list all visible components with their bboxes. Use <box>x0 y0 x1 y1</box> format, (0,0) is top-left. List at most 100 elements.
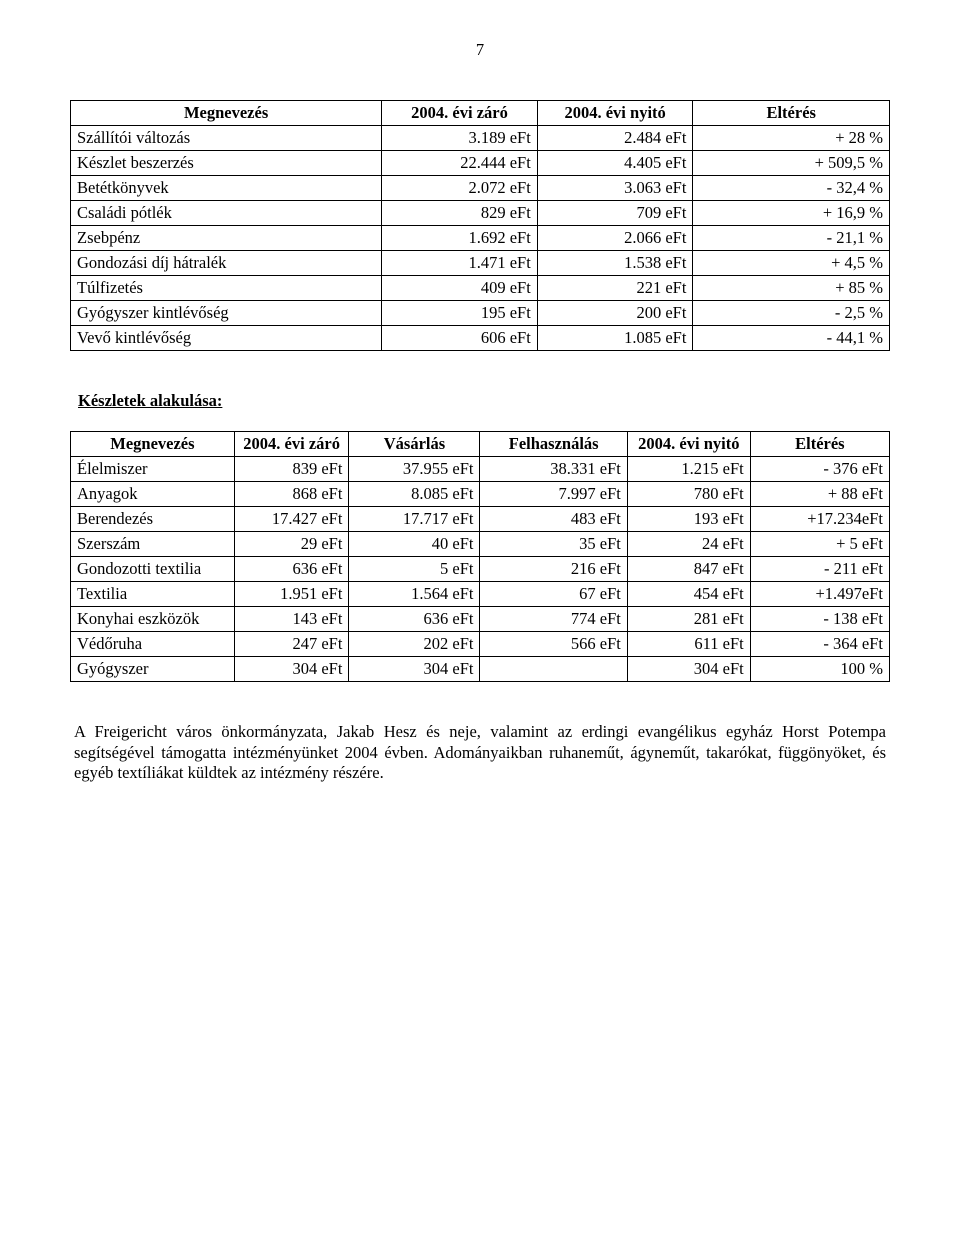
cell-name: Betétkönyvek <box>71 176 382 201</box>
cell-zaro: 1.471 eFt <box>382 251 538 276</box>
cell-elt: + 85 % <box>693 276 890 301</box>
col-felhasznalas: Felhasználás <box>480 432 627 457</box>
col-nyito: 2004. évi nyitó <box>537 101 693 126</box>
cell-name: Zsebpénz <box>71 226 382 251</box>
table-row: Készlet beszerzés 22.444 eFt 4.405 eFt +… <box>71 151 890 176</box>
cell-fel: 7.997 eFt <box>480 482 627 507</box>
cell-vas: 636 eFt <box>349 607 480 632</box>
cell-elt: - 21,1 % <box>693 226 890 251</box>
table-row: Védőruha 247 eFt 202 eFt 566 eFt 611 eFt… <box>71 632 890 657</box>
cell-nyito: 221 eFt <box>537 276 693 301</box>
cell-zaro: 409 eFt <box>382 276 538 301</box>
cell-vas: 17.717 eFt <box>349 507 480 532</box>
cell-vas: 37.955 eFt <box>349 457 480 482</box>
cell-nyito: 4.405 eFt <box>537 151 693 176</box>
cell-vas: 1.564 eFt <box>349 582 480 607</box>
cell-zaro: 636 eFt <box>234 557 349 582</box>
col-megnevezes: Megnevezés <box>71 432 235 457</box>
col-zaro: 2004. évi záró <box>382 101 538 126</box>
cell-zaro: 839 eFt <box>234 457 349 482</box>
cell-name: Anyagok <box>71 482 235 507</box>
cell-vas: 304 eFt <box>349 657 480 682</box>
cell-elt: - 44,1 % <box>693 326 890 351</box>
cell-zaro: 868 eFt <box>234 482 349 507</box>
cell-fel <box>480 657 627 682</box>
cell-zaro: 1.692 eFt <box>382 226 538 251</box>
cell-vas: 5 eFt <box>349 557 480 582</box>
cell-name: Gyógyszer <box>71 657 235 682</box>
cell-name: Túlfizetés <box>71 276 382 301</box>
cell-vas: 40 eFt <box>349 532 480 557</box>
cell-vas: 8.085 eFt <box>349 482 480 507</box>
table-row: Konyhai eszközök 143 eFt 636 eFt 774 eFt… <box>71 607 890 632</box>
page-number: 7 <box>70 40 890 60</box>
cell-name: Élelmiszer <box>71 457 235 482</box>
cell-fel: 35 eFt <box>480 532 627 557</box>
table-row: Anyagok 868 eFt 8.085 eFt 7.997 eFt 780 … <box>71 482 890 507</box>
table-megnevezes-elteres: Megnevezés 2004. évi záró 2004. évi nyit… <box>70 100 890 351</box>
cell-elt: +1.497eFt <box>750 582 889 607</box>
cell-nyito: 2.484 eFt <box>537 126 693 151</box>
cell-elt: +17.234eFt <box>750 507 889 532</box>
table-keszletek: Megnevezés 2004. évi záró Vásárlás Felha… <box>70 431 890 682</box>
cell-nyito: 709 eFt <box>537 201 693 226</box>
cell-elt: + 16,9 % <box>693 201 890 226</box>
table-row: Vevő kintlévőség 606 eFt 1.085 eFt - 44,… <box>71 326 890 351</box>
cell-elt: - 364 eFt <box>750 632 889 657</box>
col-megnevezes: Megnevezés <box>71 101 382 126</box>
cell-fel: 38.331 eFt <box>480 457 627 482</box>
cell-name: Védőruha <box>71 632 235 657</box>
cell-name: Konyhai eszközök <box>71 607 235 632</box>
cell-fel: 67 eFt <box>480 582 627 607</box>
cell-name: Gyógyszer kintlévőség <box>71 301 382 326</box>
cell-elt: + 28 % <box>693 126 890 151</box>
table-row: Gondozási díj hátralék 1.471 eFt 1.538 e… <box>71 251 890 276</box>
cell-name: Készlet beszerzés <box>71 151 382 176</box>
cell-nyito: 281 eFt <box>627 607 750 632</box>
cell-name: Szerszám <box>71 532 235 557</box>
table-row: Gyógyszer kintlévőség 195 eFt 200 eFt - … <box>71 301 890 326</box>
cell-elt: + 4,5 % <box>693 251 890 276</box>
cell-nyito: 1.215 eFt <box>627 457 750 482</box>
table-header-row: Megnevezés 2004. évi záró Vásárlás Felha… <box>71 432 890 457</box>
cell-elt: + 88 eFt <box>750 482 889 507</box>
cell-name: Gondozási díj hátralék <box>71 251 382 276</box>
cell-elt: + 509,5 % <box>693 151 890 176</box>
cell-nyito: 3.063 eFt <box>537 176 693 201</box>
paragraph-footer: A Freigericht város önkormányzata, Jakab… <box>70 722 890 784</box>
section-heading-keszletek: Készletek alakulása: <box>78 391 890 411</box>
col-vasarlas: Vásárlás <box>349 432 480 457</box>
cell-nyito: 1.538 eFt <box>537 251 693 276</box>
cell-name: Berendezés <box>71 507 235 532</box>
col-nyito: 2004. évi nyitó <box>627 432 750 457</box>
cell-nyito: 2.066 eFt <box>537 226 693 251</box>
cell-elt: - 211 eFt <box>750 557 889 582</box>
cell-zaro: 22.444 eFt <box>382 151 538 176</box>
cell-zaro: 143 eFt <box>234 607 349 632</box>
cell-nyito: 847 eFt <box>627 557 750 582</box>
cell-zaro: 829 eFt <box>382 201 538 226</box>
cell-nyito: 780 eFt <box>627 482 750 507</box>
cell-zaro: 2.072 eFt <box>382 176 538 201</box>
cell-zaro: 3.189 eFt <box>382 126 538 151</box>
cell-nyito: 193 eFt <box>627 507 750 532</box>
table-row: Gyógyszer 304 eFt 304 eFt 304 eFt 100 % <box>71 657 890 682</box>
table-row: Szerszám 29 eFt 40 eFt 35 eFt 24 eFt + 5… <box>71 532 890 557</box>
cell-zaro: 29 eFt <box>234 532 349 557</box>
table-row: Szállítói változás 3.189 eFt 2.484 eFt +… <box>71 126 890 151</box>
cell-nyito: 304 eFt <box>627 657 750 682</box>
cell-elt: - 2,5 % <box>693 301 890 326</box>
cell-nyito: 24 eFt <box>627 532 750 557</box>
cell-fel: 216 eFt <box>480 557 627 582</box>
cell-nyito: 200 eFt <box>537 301 693 326</box>
cell-zaro: 304 eFt <box>234 657 349 682</box>
cell-name: Szállítói változás <box>71 126 382 151</box>
cell-name: Textilia <box>71 582 235 607</box>
cell-name: Vevő kintlévőség <box>71 326 382 351</box>
col-elteres: Eltérés <box>693 101 890 126</box>
cell-elt: - 376 eFt <box>750 457 889 482</box>
cell-name: Gondozotti textilia <box>71 557 235 582</box>
table-row: Gondozotti textilia 636 eFt 5 eFt 216 eF… <box>71 557 890 582</box>
table-header-row: Megnevezés 2004. évi záró 2004. évi nyit… <box>71 101 890 126</box>
table-row: Túlfizetés 409 eFt 221 eFt + 85 % <box>71 276 890 301</box>
